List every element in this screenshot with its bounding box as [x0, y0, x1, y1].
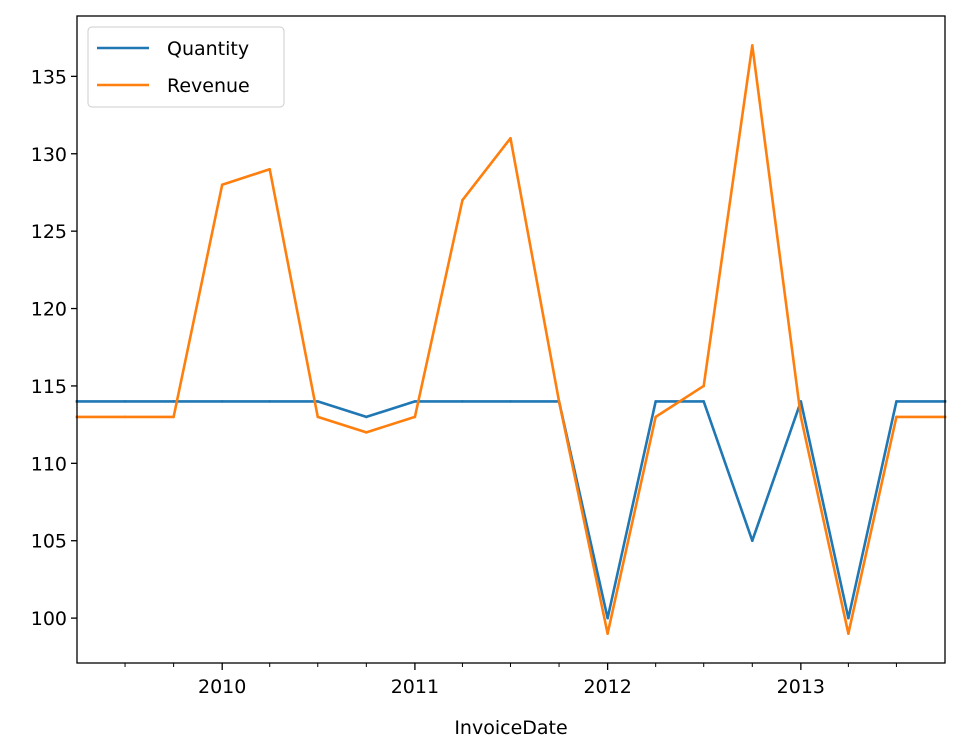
data-point-quantity: [895, 400, 898, 403]
data-point-revenue: [799, 415, 803, 419]
data-point-quantity: [172, 400, 175, 403]
data-point-revenue: [365, 431, 368, 434]
y-tick-label: 120: [31, 299, 67, 321]
series-layer: [75, 44, 947, 635]
x-axis-label: InvoiceDate: [454, 717, 567, 739]
data-point-revenue: [654, 415, 657, 419]
y-tick-label: 110: [31, 453, 67, 475]
data-point-quantity: [461, 400, 464, 403]
data-point-revenue: [316, 415, 320, 419]
data-point-quantity: [847, 616, 850, 620]
data-point-quantity: [365, 415, 368, 419]
data-point-quantity: [220, 400, 224, 403]
data-point-revenue: [557, 400, 561, 403]
data-point-quantity: [509, 400, 512, 403]
data-point-revenue: [123, 415, 127, 419]
legend-items: Quantity Revenue: [97, 38, 250, 97]
data-point-quantity: [316, 400, 320, 403]
data-point-quantity: [606, 616, 609, 620]
legend-label-revenue: Revenue: [167, 75, 250, 97]
data-point-revenue: [461, 198, 464, 202]
data-point-revenue: [509, 136, 512, 140]
data-point-quantity: [413, 400, 417, 403]
data-point-revenue: [606, 632, 609, 635]
data-point-revenue: [895, 415, 898, 419]
data-point-revenue: [268, 167, 272, 171]
y-tick-label: 105: [31, 531, 67, 553]
legend-label-quantity: Quantity: [167, 38, 249, 60]
data-point-revenue: [172, 415, 175, 419]
data-point-revenue: [847, 632, 850, 635]
y-tick-label: 130: [31, 144, 67, 166]
x-axis-ticks: 2010 2011 2012 2013: [124, 663, 897, 698]
data-point-quantity: [654, 400, 657, 403]
plot-frame: [76, 15, 946, 664]
data-point-quantity: [123, 400, 127, 403]
y-tick-label: 115: [31, 376, 67, 398]
data-point-revenue: [702, 384, 706, 388]
data-point-revenue: [220, 183, 224, 187]
y-tick-label: 135: [31, 66, 67, 88]
data-point-quantity: [268, 400, 272, 403]
x-tick-label: 2011: [391, 676, 439, 698]
x-tick-label: 2010: [198, 676, 246, 698]
data-point-revenue: [750, 44, 754, 47]
x-tick-label: 2012: [583, 676, 631, 698]
y-axis-ticks: 100 105 110 115 120 125 130 135: [31, 66, 77, 630]
data-point-revenue: [413, 415, 417, 419]
y-tick-label: 125: [31, 221, 67, 243]
x-tick-label: 2013: [777, 676, 825, 698]
y-tick-label: 100: [31, 608, 67, 630]
data-point-quantity: [702, 400, 706, 403]
data-point-quantity: [750, 539, 754, 543]
legend: Quantity Revenue: [87, 26, 285, 108]
